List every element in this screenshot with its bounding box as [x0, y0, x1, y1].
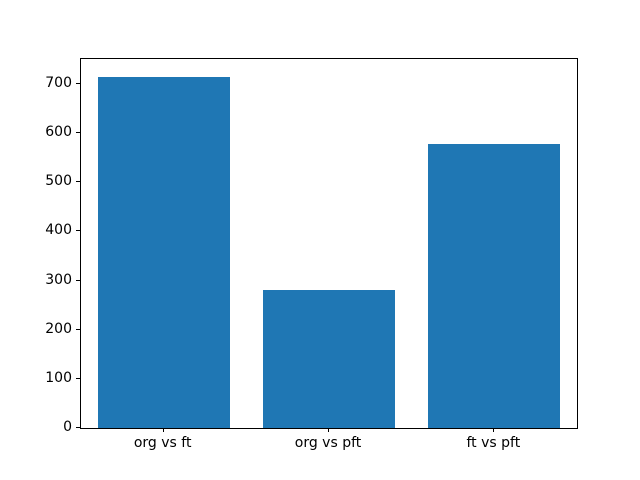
y-tick-label: 0: [63, 419, 72, 435]
y-tick-label: 300: [45, 271, 72, 288]
bar-ft-vs-pft: [428, 144, 561, 428]
y-tick-label: 700: [45, 75, 72, 92]
y-tick-mark: [76, 377, 80, 379]
plot-area: [80, 58, 578, 429]
y-tick-label: 100: [45, 369, 72, 386]
y-tick-label: 500: [45, 173, 72, 190]
y-tick-mark: [76, 132, 80, 134]
y-tick-mark: [76, 328, 80, 330]
bar-org-vs-ft: [97, 76, 230, 428]
x-tick-label: org vs pft: [294, 435, 362, 451]
y-tick-mark: [76, 279, 80, 281]
y-tick-mark: [76, 230, 80, 232]
x-tick-mark: [493, 428, 495, 432]
y-tick-mark: [76, 83, 80, 85]
y-tick-mark: [76, 427, 80, 428]
y-tick-label: 600: [45, 124, 72, 141]
bar-org-vs-pft: [262, 290, 396, 428]
x-tick-label: org vs ft: [133, 435, 192, 451]
x-tick-label: ft vs pft: [466, 435, 521, 451]
y-tick-label: 200: [45, 320, 72, 337]
x-tick-mark: [328, 428, 329, 432]
y-tick-label: 400: [45, 222, 72, 239]
x-tick-mark: [162, 428, 164, 432]
y-tick-mark: [76, 181, 80, 183]
